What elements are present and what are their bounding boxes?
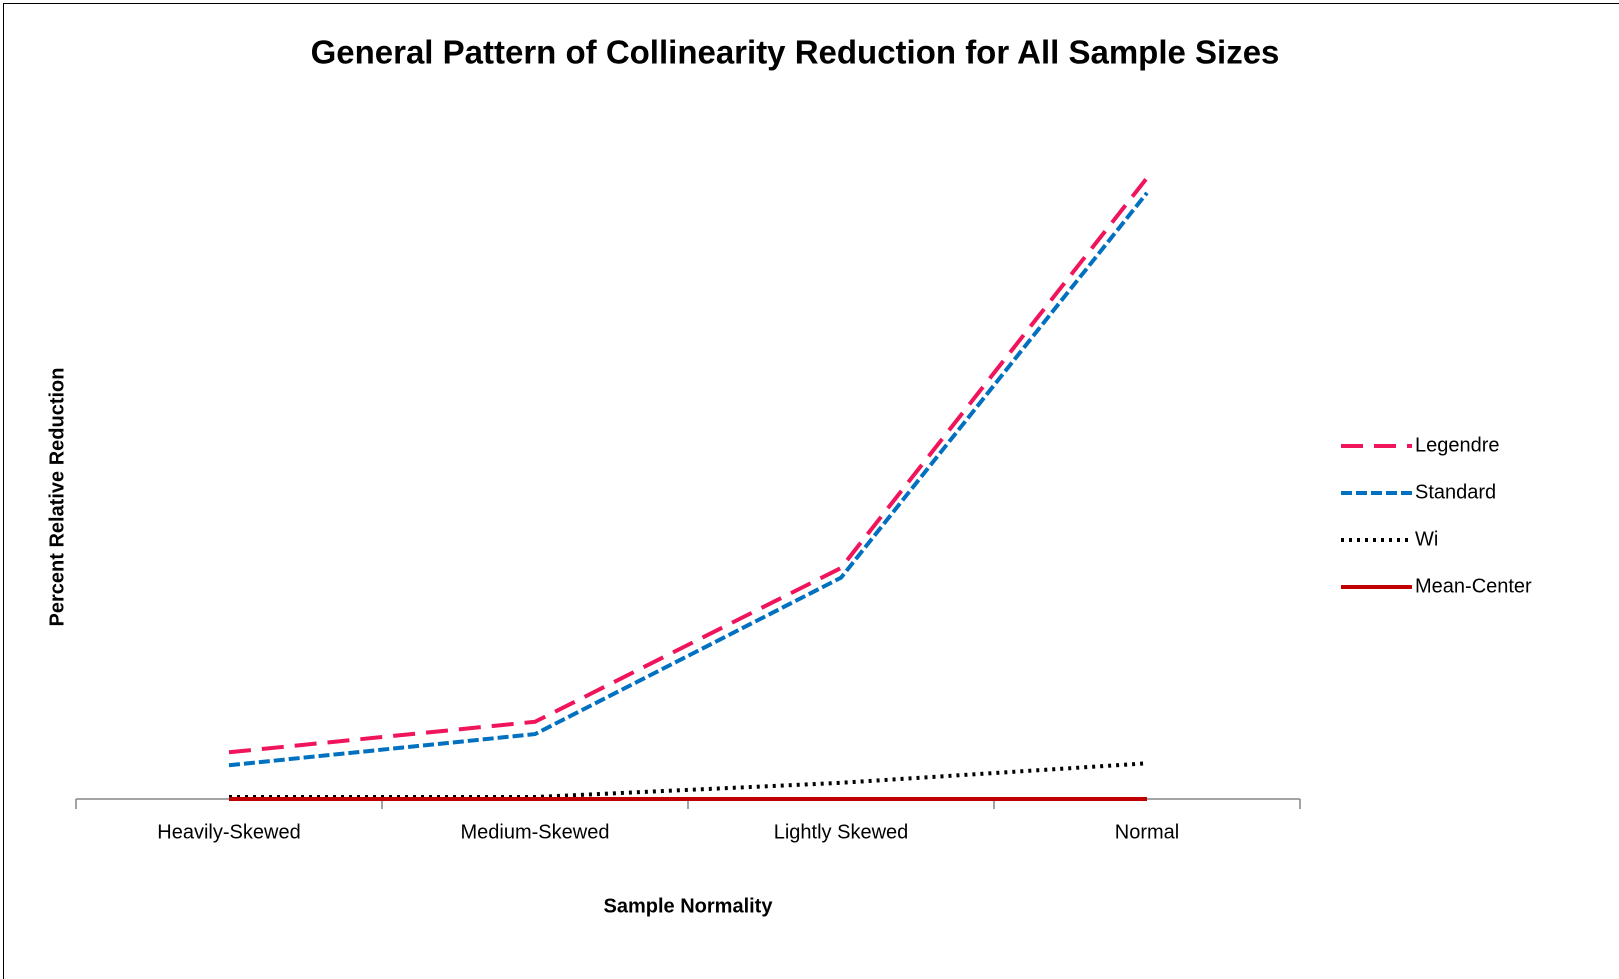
x-axis-label: Sample Normality [604,895,774,917]
series-line [228,176,1149,755]
legend-label: Wi [1415,528,1438,550]
x-tick-label: Medium-Skewed [461,821,610,843]
legend-label: Legendre [1415,434,1500,456]
y-axis-label: Percent Relative Reduction [46,368,68,627]
x-tick-label: Heavily-Skewed [157,821,300,843]
x-tick-label: Normal [1115,821,1179,843]
x-tick-label: Lightly Skewed [774,821,909,843]
chart-title: General Pattern of Collinearity Reductio… [311,34,1280,71]
legend-label: Standard [1415,481,1496,503]
legend-label: Mean-Center [1415,575,1532,597]
series-line [228,191,1149,768]
